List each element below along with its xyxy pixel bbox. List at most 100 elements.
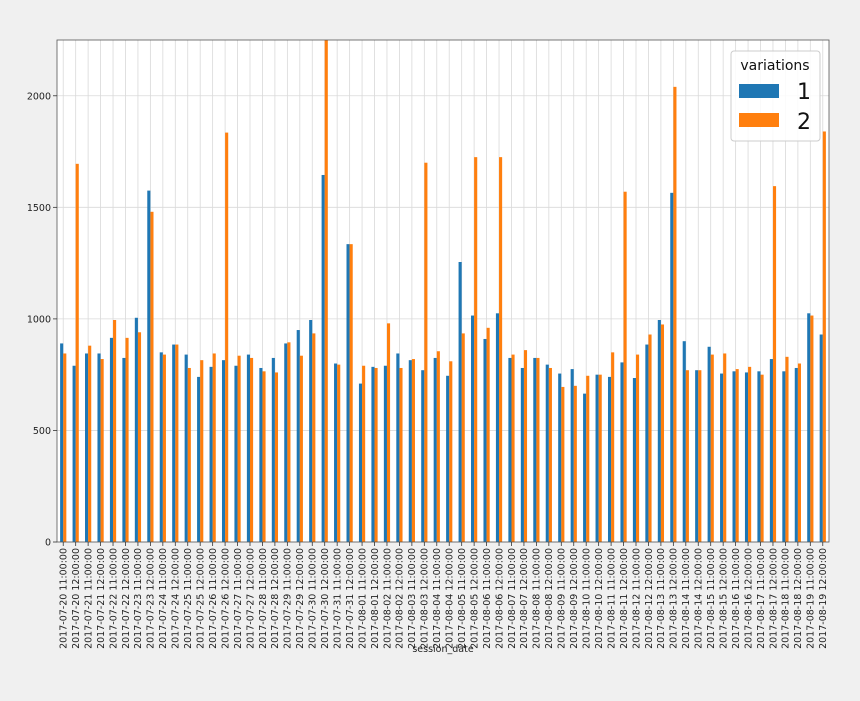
x-tick-label: 2017-08-02 11:00:00 bbox=[382, 548, 393, 649]
bar-series-2 bbox=[561, 386, 565, 542]
bar-series-2 bbox=[573, 385, 577, 542]
bar-series-2 bbox=[636, 354, 640, 542]
bar-series-2 bbox=[187, 367, 191, 542]
plot-border bbox=[56, 39, 830, 543]
x-tick-label: 2017-08-12 12:00:00 bbox=[644, 548, 655, 649]
legend-label-2: 2 bbox=[797, 110, 811, 135]
bar-series-2 bbox=[486, 327, 490, 542]
legend: variations 1 2 bbox=[730, 50, 821, 142]
x-tick-label: 2017-07-21 12:00:00 bbox=[96, 548, 107, 649]
bar-series-2 bbox=[374, 367, 378, 542]
bar-series-1 bbox=[209, 366, 213, 542]
x-tick-label: 2017-08-01 11:00:00 bbox=[357, 548, 368, 649]
x-tick-label: 2017-08-12 11:00:00 bbox=[631, 548, 642, 649]
bar-series-2 bbox=[88, 345, 92, 542]
bar-series-1 bbox=[807, 313, 811, 542]
x-tick-label: 2017-08-11 12:00:00 bbox=[619, 548, 630, 649]
bar-series-1 bbox=[433, 357, 437, 542]
bar-series-2 bbox=[772, 186, 777, 543]
legend-swatch-1 bbox=[739, 84, 779, 98]
x-tick-label: 2017-08-18 11:00:00 bbox=[781, 548, 792, 649]
bar-series-2 bbox=[611, 352, 615, 542]
bar-series-2 bbox=[411, 359, 415, 542]
bar-series-1 bbox=[570, 369, 574, 542]
bar-series-2 bbox=[75, 163, 79, 542]
x-tick-label: 2017-07-25 11:00:00 bbox=[183, 548, 194, 649]
y-tick-label: 500 bbox=[33, 426, 51, 437]
bar-series-1 bbox=[271, 357, 275, 542]
x-tick-label: 2017-08-10 12:00:00 bbox=[594, 548, 605, 649]
x-tick-label: 2017-08-08 12:00:00 bbox=[544, 548, 555, 649]
bar-series-2 bbox=[200, 360, 204, 542]
x-tick-label: 2017-08-02 12:00:00 bbox=[395, 548, 406, 649]
bar-series-1 bbox=[558, 373, 562, 542]
bar-series-2 bbox=[137, 332, 142, 542]
bar-series-2 bbox=[237, 355, 241, 542]
bar-series-2 bbox=[586, 375, 590, 542]
bar-series-1 bbox=[109, 337, 114, 542]
bar-series-2 bbox=[262, 371, 266, 542]
bar-series-1 bbox=[309, 320, 313, 542]
x-tick-label: 2017-08-06 12:00:00 bbox=[494, 548, 505, 649]
x-tick-label: 2017-07-21 11:00:00 bbox=[83, 548, 94, 649]
bar-series-1 bbox=[446, 375, 450, 542]
bar-series-2 bbox=[125, 337, 129, 542]
bar-series-1 bbox=[794, 367, 798, 542]
legend-label-1: 1 bbox=[797, 80, 811, 105]
bar-series-1 bbox=[246, 354, 250, 542]
bar-series-2 bbox=[324, 40, 328, 542]
bar-series-1 bbox=[533, 357, 537, 542]
x-tick-label: 2017-07-31 11:00:00 bbox=[332, 548, 343, 649]
x-tick-label: 2017-08-16 11:00:00 bbox=[731, 548, 742, 649]
bar-series-1 bbox=[520, 367, 524, 542]
bar-series-1 bbox=[321, 174, 325, 542]
bar-series-1 bbox=[632, 378, 636, 542]
x-tick-label: 2017-07-24 11:00:00 bbox=[158, 548, 169, 649]
y-tick-label: 2000 bbox=[27, 91, 51, 102]
y-tick-label: 1000 bbox=[27, 314, 51, 325]
bar-series-2 bbox=[797, 363, 801, 542]
bar-series-2 bbox=[287, 342, 291, 542]
x-tick-label: 2017-08-07 11:00:00 bbox=[507, 548, 518, 649]
x-tick-label: 2017-08-14 11:00:00 bbox=[681, 548, 692, 649]
bar-series-2 bbox=[623, 191, 627, 542]
x-tick-label: 2017-08-03 12:00:00 bbox=[420, 548, 431, 649]
bar-series-1 bbox=[471, 315, 475, 542]
bar-series-2 bbox=[698, 370, 702, 542]
y-tick-label: 1500 bbox=[27, 203, 51, 214]
x-tick-label: 2017-08-04 11:00:00 bbox=[432, 548, 443, 649]
x-tick-label: 2017-08-15 11:00:00 bbox=[706, 548, 717, 649]
x-tick-label: 2017-08-03 11:00:00 bbox=[407, 548, 418, 649]
x-tick-label: 2017-07-27 11:00:00 bbox=[233, 548, 244, 649]
bar-series-1 bbox=[495, 313, 500, 542]
bar-series-2 bbox=[424, 162, 428, 542]
bar-series-1 bbox=[358, 383, 363, 542]
x-tick-label: 2017-07-26 11:00:00 bbox=[208, 548, 219, 649]
bar-series-2 bbox=[299, 355, 303, 542]
bar-series-2 bbox=[499, 157, 503, 542]
bar-series-2 bbox=[511, 354, 515, 542]
x-tick-label: 2017-07-28 12:00:00 bbox=[270, 548, 281, 649]
x-tick-label: 2017-07-20 12:00:00 bbox=[71, 548, 82, 649]
legend-swatch-2 bbox=[739, 113, 779, 127]
bar-series-2 bbox=[362, 365, 366, 542]
bar-series-1 bbox=[595, 374, 599, 542]
bar-series-2 bbox=[710, 354, 714, 542]
x-tick-label: 2017-08-05 11:00:00 bbox=[457, 548, 468, 649]
bar-series-1 bbox=[396, 353, 400, 542]
x-tick-label: 2017-07-30 11:00:00 bbox=[308, 548, 319, 649]
x-tick-label: 2017-07-25 12:00:00 bbox=[195, 548, 206, 649]
bar-series-1 bbox=[707, 346, 711, 542]
x-tick-label: 2017-08-11 11:00:00 bbox=[606, 548, 617, 649]
x-tick-label: 2017-08-13 11:00:00 bbox=[656, 548, 667, 649]
bar-series-1 bbox=[284, 343, 288, 542]
x-tick-label: 2017-07-24 12:00:00 bbox=[171, 548, 182, 649]
x-tick-label: 2017-08-17 11:00:00 bbox=[756, 548, 767, 649]
bar-series-2 bbox=[735, 369, 739, 542]
x-tick-label: 2017-07-27 12:00:00 bbox=[245, 548, 256, 649]
y-axis: 0 500 1000 1500 2000 bbox=[27, 91, 57, 549]
bar-series-2 bbox=[822, 131, 826, 542]
x-tick-label: 2017-07-29 11:00:00 bbox=[283, 548, 294, 649]
bar-series-1 bbox=[782, 371, 786, 542]
